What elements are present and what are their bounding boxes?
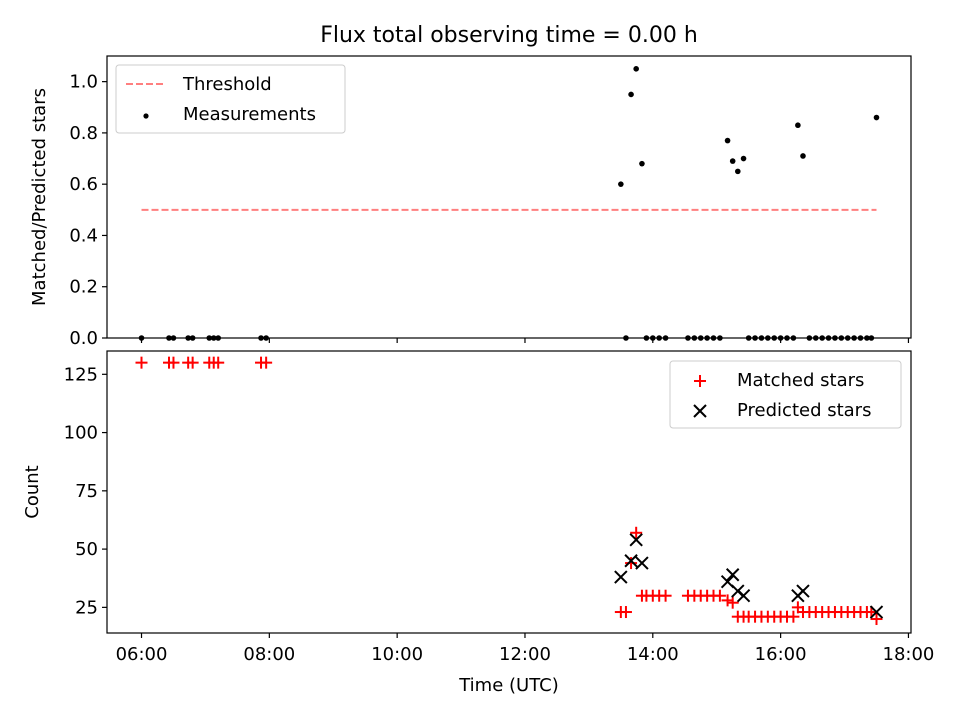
y-tick-label: 0.0: [69, 328, 98, 349]
marker-stroke: [635, 556, 649, 570]
matched-star-marker: [619, 606, 632, 619]
measurement-point: [740, 155, 747, 162]
matched-star-marker: [713, 589, 726, 602]
y-tick-label: 1.0: [69, 72, 98, 93]
y-tick-label: 0.6: [69, 174, 98, 195]
y-tick-label: 0.8: [69, 123, 98, 144]
legend-predicted-label: Predicted stars: [737, 400, 871, 421]
matched-star-marker: [870, 613, 883, 626]
x-tick-label: 12:00: [499, 644, 551, 665]
x-tick-label: 10:00: [371, 644, 423, 665]
legend-bottom: Matched stars Predicted stars: [669, 360, 902, 429]
matched-star-marker: [726, 596, 739, 609]
legend-predicted-swatch: [693, 404, 707, 418]
measurement-point: [618, 181, 624, 187]
panel-top-ratio: Flux total observing time = 0.00 h Match…: [29, 23, 912, 349]
measurement-point: [735, 168, 741, 175]
legend-frame-bottom: [669, 360, 902, 429]
legend-matched-swatch: [694, 375, 706, 387]
chart-title: Flux total observing time = 0.00 h: [320, 23, 698, 48]
legend-frame-top: [115, 64, 346, 134]
measurement-point: [724, 137, 731, 144]
matched-star-marker: [260, 356, 273, 369]
marker-stroke: [720, 575, 735, 589]
matched-star-marker: [212, 356, 225, 369]
legend-top: Threshold Measurements: [115, 64, 346, 134]
legend-measurements-swatch: [143, 113, 149, 119]
marker-stroke: [629, 533, 643, 547]
marker-stroke: [624, 554, 638, 568]
x-axis-label: Time (UTC): [458, 675, 559, 696]
marker-stroke: [614, 570, 628, 584]
y-tick-label: 0.4: [69, 225, 98, 246]
matched-star-marker: [721, 594, 734, 607]
matched-star-marker: [630, 526, 643, 539]
measurement-point: [795, 122, 801, 129]
matched-star-marker: [167, 356, 180, 369]
matched-star-marker: [659, 589, 672, 602]
measurement-point: [633, 66, 639, 72]
y-tick-label: 50: [75, 539, 98, 560]
predicted-star-marker: [629, 533, 643, 547]
predicted-star-marker: [736, 589, 751, 603]
predicted-star-marker: [796, 584, 810, 598]
y-tick-label: 75: [75, 481, 98, 502]
marker-stroke: [736, 589, 751, 603]
legend-measurements-label: Measurements: [183, 104, 316, 125]
measurement-point: [729, 158, 736, 164]
matched-star-marker: [135, 356, 148, 369]
marker-stroke: [725, 568, 740, 582]
marker-stroke: [796, 584, 810, 598]
x-tick-label: 14:00: [627, 644, 679, 665]
matched-star-marker: [186, 356, 199, 369]
y-axis-label-count: Count: [22, 465, 43, 518]
predicted-star-marker: [614, 570, 628, 584]
x-tick-label: 18:00: [883, 644, 935, 665]
matched-star-marker: [787, 610, 800, 623]
x-tick-label: 06:00: [116, 644, 168, 665]
legend-threshold-label: Threshold: [182, 74, 272, 95]
marker-stroke: [869, 605, 884, 619]
y-tick-label: 0.2: [69, 277, 98, 298]
panel-bottom-counts: Count Time (UTC) 06:00 08:00 10:00 12:00 14:…: [22, 350, 935, 696]
predicted-star-marker: [869, 605, 884, 619]
measurement-point: [639, 160, 645, 167]
predicted-star-marker: [635, 556, 649, 570]
axes-frame-top: [106, 55, 912, 339]
plot-area-bottom: 06:00 08:00 10:00 12:00 14:00 16:00 18:00 25 50 7…: [64, 356, 935, 665]
measurement-point: [873, 114, 880, 121]
y-axis-label-ratio: Matched/Predicted stars: [29, 88, 50, 306]
plot-area-top: 0.0 0.2 0.4 0.6 0.8 1.0: [69, 66, 910, 349]
y-tick-label: 25: [75, 597, 98, 618]
predicted-star-marker: [624, 554, 638, 568]
y-tick-label: 125: [64, 364, 98, 385]
measurement-point: [800, 153, 806, 159]
measurement-point: [628, 91, 634, 98]
x-tick-label: 08:00: [243, 644, 295, 665]
y-tick-label: 100: [64, 423, 98, 444]
legend-matched-label: Matched stars: [737, 370, 864, 391]
axes-frame-bottom: [106, 350, 912, 634]
x-tick-label: 16:00: [755, 644, 807, 665]
predicted-star-marker: [725, 568, 740, 582]
matched-star-marker: [625, 557, 638, 570]
